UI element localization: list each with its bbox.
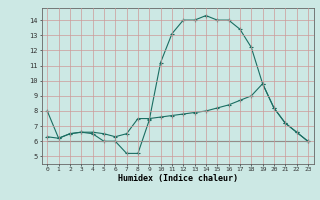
X-axis label: Humidex (Indice chaleur): Humidex (Indice chaleur) bbox=[118, 174, 237, 183]
